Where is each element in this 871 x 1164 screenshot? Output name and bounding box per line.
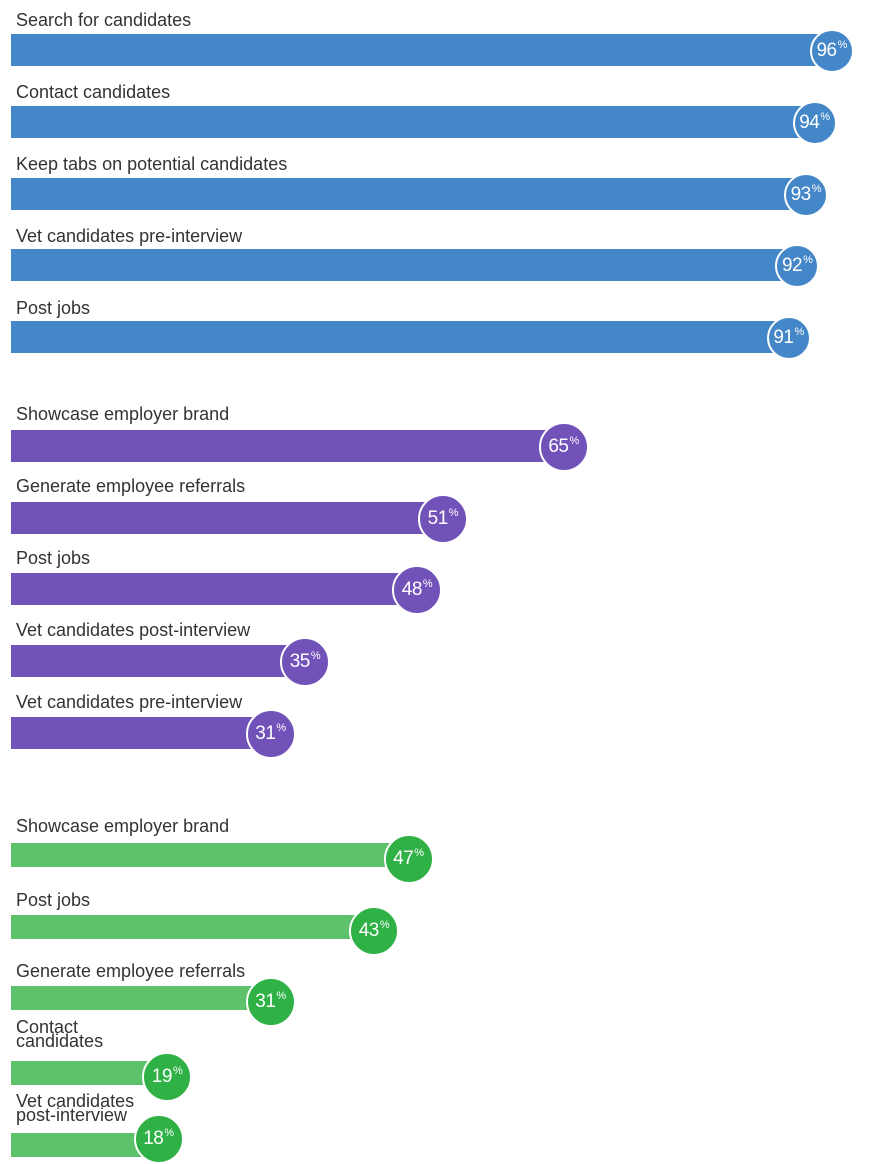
value-bubble: 96% [809,29,854,73]
data-label: 48 [401,579,423,600]
bar [11,843,417,867]
bar [11,249,805,281]
data-label: 31 [255,991,276,1012]
value-bubble: 65% [538,422,589,472]
data-label: 51 [427,508,449,529]
bar [11,34,839,66]
percent-sign: % [276,990,287,1002]
category-label: Contact candidates [16,1017,104,1051]
percent-sign: % [803,254,813,266]
value-bubble: 31% [245,977,296,1027]
value-bubble: 19% [142,1052,193,1102]
percent-sign: % [422,578,433,590]
data-label: 96 [816,40,837,61]
bar [11,717,279,749]
category-label: Vet candidates post-interview [16,1091,135,1125]
bar [11,986,279,1010]
percent-sign: % [164,1127,175,1139]
data-label: 93 [790,184,812,205]
category-label: Generate employee referrals [16,476,246,496]
percent-sign: % [414,847,425,859]
category-label: Generate employee referrals [16,961,246,981]
bar [11,178,813,210]
value-bubble: 94% [792,101,837,145]
bar [11,915,382,939]
category-label: Vet candidates pre-interview [16,226,243,246]
value-bubble: 35% [280,637,331,687]
bar [11,502,451,534]
value-bubble: 48% [392,565,443,615]
percent-sign: % [448,507,459,519]
data-label: 43 [358,920,380,941]
data-label: 35 [289,651,311,672]
percent-sign: % [837,39,848,51]
bar [11,573,425,605]
value-bubble: 91% [766,316,811,360]
bar [11,430,572,462]
bar [11,106,822,138]
percent-sign: % [310,650,321,662]
data-label: 65 [548,436,569,457]
data-label: 19 [151,1066,173,1087]
category-label: Keep tabs on potential candidates [16,154,288,174]
percent-sign: % [811,183,822,195]
bar [11,321,796,353]
bar [11,645,313,677]
category-label: Contact candidates [16,82,171,102]
category-label: Vet candidates pre-interview [16,692,243,712]
percent-sign: % [794,326,805,338]
category-label: Showcase employer brand [16,816,230,836]
category-label: Vet candidates post-interview [16,620,251,640]
data-label: 94 [799,112,820,133]
value-bubble: 47% [383,834,434,884]
value-bubble: 43% [349,906,400,956]
category-label: Post jobs [16,298,91,318]
percent-sign: % [820,111,831,123]
category-label: Search for candidates [16,10,192,30]
value-bubble: 92% [775,244,820,288]
value-bubble: 93% [784,173,829,217]
percent-sign: % [172,1065,183,1077]
percent-sign: % [276,722,287,734]
value-bubble: 51% [418,494,469,544]
value-bubble: 18% [133,1114,184,1164]
data-label: 47 [393,848,414,869]
data-label: 18 [143,1128,164,1149]
data-label: 92 [781,255,803,276]
data-label: 91 [773,327,794,348]
value-bubble: 31% [245,709,296,759]
category-label: Showcase employer brand [16,404,230,424]
data-label: 31 [255,723,276,744]
category-label: Post jobs [16,548,91,568]
percent-sign: % [379,919,390,931]
category-label: Post jobs [16,890,91,910]
percent-sign: % [569,435,580,447]
